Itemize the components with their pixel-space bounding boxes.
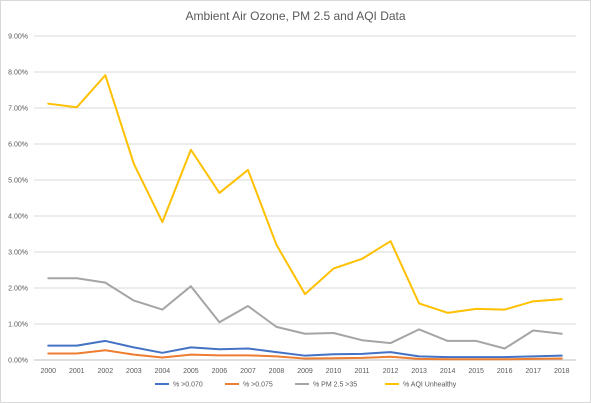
x-tick-label: 2001	[69, 368, 85, 375]
x-tick-label: 2005	[183, 368, 199, 375]
series-lines	[47, 74, 563, 361]
x-tick-label: 2000	[40, 368, 56, 375]
y-tick-label: 5.00%	[8, 178, 28, 185]
legend: % >0.070 % >0.075 % PM 2.5 >35 % AQI Unheal…	[155, 382, 457, 389]
y-tick-label: 7.00%	[8, 106, 28, 113]
x-tick-label: 2007	[240, 368, 256, 375]
y-tick-label: 8.00%	[8, 70, 28, 77]
x-tick-label: 2008	[269, 368, 285, 375]
series-line-3	[47, 277, 563, 350]
y-tick-label: 0.00%	[8, 358, 28, 365]
x-tick-label: 2012	[383, 368, 399, 375]
x-tick-label: 2013	[411, 368, 427, 375]
series-line-2	[47, 349, 563, 361]
x-tick-label: 2017	[525, 368, 541, 375]
x-tick-label: 2015	[468, 368, 484, 375]
x-tick-label: 2006	[212, 368, 228, 375]
series-line-4	[47, 74, 563, 314]
series-line-1	[47, 339, 563, 359]
y-tick-label: 3.00%	[8, 250, 28, 257]
x-tick-label: 2011	[355, 368, 370, 375]
chart-title: Ambient Air Ozone, PM 2.5 and AQI Data	[185, 9, 405, 23]
x-tick-label: 2004	[155, 368, 171, 375]
legend-label: % >0.070	[173, 382, 203, 389]
gridlines	[34, 35, 576, 325]
x-tick-label: 2010	[326, 368, 342, 375]
y-tick-label: 6.00%	[8, 142, 28, 149]
y-tick-label: 4.00%	[8, 214, 28, 221]
y-tick-label: 9.00%	[8, 34, 28, 41]
y-axis-ticks: 0.00% 1.00% 2.00% 3.00% 4.00% 5.00% 6.00% 7.00%…	[8, 34, 28, 365]
legend-label: % >0.075	[243, 382, 273, 389]
y-tick-label: 1.00%	[8, 322, 28, 329]
legend-label: % AQI Unhealthy	[403, 382, 457, 389]
legend-label: % PM 2.5 >35	[313, 382, 357, 389]
y-tick-label: 2.00%	[8, 286, 28, 293]
x-tick-label: 2014	[440, 368, 456, 375]
x-tick-label: 2009	[297, 368, 313, 375]
x-tick-label: 2002	[98, 368, 114, 375]
x-axis-ticks: 2000 2001 2002 2003 2004 2005 2006 2007 2008 2009…	[40, 368, 569, 375]
x-tick-label: 2016	[497, 368, 513, 375]
x-tick-label: 2003	[126, 368, 142, 375]
x-tick-label: 2018	[554, 368, 570, 375]
